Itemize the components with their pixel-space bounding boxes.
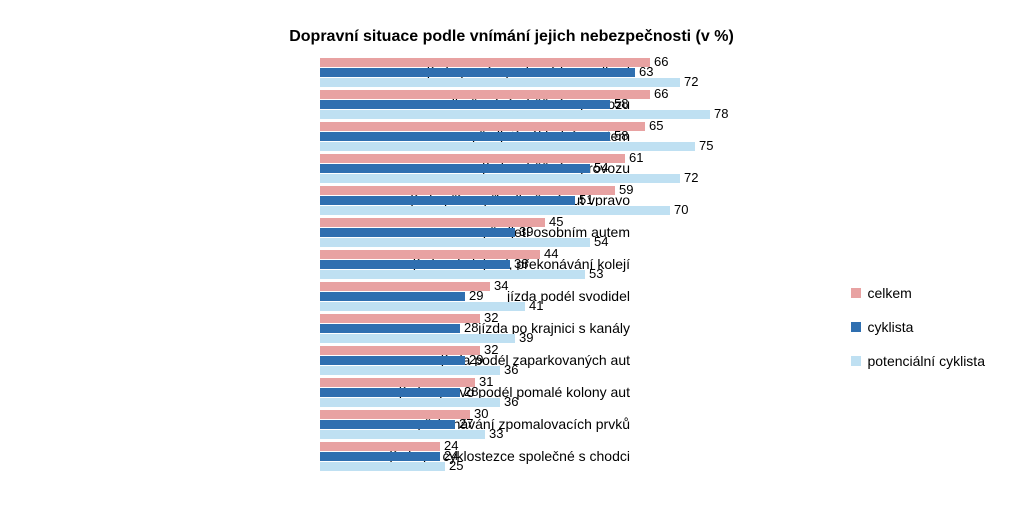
bar-cyklista: [320, 260, 510, 269]
chart-category-row: předjetí osobním autem453954: [320, 216, 823, 248]
bar-cyklista: [320, 292, 465, 301]
bar-value-label: 31: [479, 374, 493, 389]
bars-group: 302733: [320, 408, 823, 440]
bar-celkem: [320, 186, 615, 195]
chart-category-row: předjetí nákladním autem655875: [320, 120, 823, 152]
chart-category-row: jízda po vícepruhové komunikaci666372: [320, 56, 823, 88]
chart-category-row: jízda přímo při odbočení aut vpravo59517…: [320, 184, 823, 216]
bars-group: 665878: [320, 88, 823, 120]
bar-potencialni: [320, 270, 585, 279]
bar-value-label: 39: [519, 330, 533, 345]
bar-value-label: 61: [629, 150, 643, 165]
bar-value-label: 30: [474, 406, 488, 421]
bar-value-label: 32: [484, 342, 498, 357]
bar-cyklista: [320, 164, 590, 173]
bar-cyklista: [320, 452, 440, 461]
bar-value-label: 65: [649, 118, 663, 133]
bar-value-label: 36: [504, 394, 518, 409]
bar-celkem: [320, 122, 645, 131]
bar-value-label: 41: [529, 298, 543, 313]
bars-group: 595170: [320, 184, 823, 216]
chart-category-row: jízda vpravo podél pomalé kolony aut3128…: [320, 376, 823, 408]
legend-label: potenciální cyklista: [867, 353, 985, 369]
bars-group: 312836: [320, 376, 823, 408]
legend-swatch: [851, 356, 861, 366]
bar-potencialni: [320, 430, 485, 439]
bar-cyklista: [320, 100, 610, 109]
chart-category-row: překonávání zpomalovacích prvků302733: [320, 408, 823, 440]
bar-celkem: [320, 410, 470, 419]
bar-celkem: [320, 282, 490, 291]
bar-celkem: [320, 378, 475, 387]
legend-item-cyklista: cyklista: [851, 319, 985, 335]
bars-group: 322936: [320, 344, 823, 376]
bar-value-label: 72: [684, 170, 698, 185]
bars-group: 453954: [320, 216, 823, 248]
bar-value-label: 78: [714, 106, 728, 121]
legend-swatch: [851, 322, 861, 332]
bar-value-label: 66: [654, 86, 668, 101]
bar-value-label: 25: [449, 458, 463, 473]
bar-value-label: 36: [504, 362, 518, 377]
bar-value-label: 59: [619, 182, 633, 197]
bar-value-label: 66: [654, 54, 668, 69]
bar-cyklista: [320, 228, 515, 237]
bar-value-label: 53: [589, 266, 603, 281]
chart-category-row: jízda v běžném provozu615472: [320, 152, 823, 184]
bar-potencialni: [320, 366, 500, 375]
bars-group: 342941: [320, 280, 823, 312]
bar-cyklista: [320, 68, 635, 77]
bars-group: 322839: [320, 312, 823, 344]
bar-value-label: 33: [489, 426, 503, 441]
bar-celkem: [320, 346, 480, 355]
bar-cyklista: [320, 132, 610, 141]
bar-cyklista: [320, 324, 460, 333]
legend-item-celkem: celkem: [851, 285, 985, 301]
bar-celkem: [320, 250, 540, 259]
chart-title: Dopravní situace podle vnímání jejich ne…: [0, 0, 1023, 56]
bar-celkem: [320, 90, 650, 99]
bar-celkem: [320, 314, 480, 323]
chart-category-row: jízda podél svodidel342941: [320, 280, 823, 312]
legend-label: cyklista: [867, 319, 913, 335]
bar-potencialni: [320, 206, 670, 215]
bar-value-label: 34: [494, 278, 508, 293]
bars-group: 615472: [320, 152, 823, 184]
bar-cyklista: [320, 420, 455, 429]
bar-celkem: [320, 154, 625, 163]
bar-value-label: 75: [699, 138, 713, 153]
bars-group: 242425: [320, 440, 823, 472]
bar-celkem: [320, 58, 650, 67]
legend-swatch: [851, 288, 861, 298]
chart-category-row: odbočování v běžném provozu665878: [320, 88, 823, 120]
bar-potencialni: [320, 78, 680, 87]
bars-group: 443853: [320, 248, 823, 280]
legend-label: celkem: [867, 285, 911, 301]
legend-item-potencialni: potenciální cyklista: [851, 353, 985, 369]
bar-value-label: 72: [684, 74, 698, 89]
bar-value-label: 54: [594, 234, 608, 249]
bar-cyklista: [320, 356, 465, 365]
bar-celkem: [320, 442, 440, 451]
bar-value-label: 70: [674, 202, 688, 217]
bar-cyklista: [320, 196, 575, 205]
chart-category-row: jízda po krajnici s kanály322839: [320, 312, 823, 344]
bar-value-label: 44: [544, 246, 558, 261]
bar-cyklista: [320, 388, 460, 397]
bars-group: 666372: [320, 56, 823, 88]
chart-category-row: jízda s kolejemi, překonávání kolejí4438…: [320, 248, 823, 280]
bar-value-label: 45: [549, 214, 563, 229]
chart-legend: celkem cyklista potenciální cyklista: [851, 285, 985, 387]
bar-potencialni: [320, 398, 500, 407]
chart-plot-area: jízda po vícepruhové komunikaci666372odb…: [0, 56, 1023, 472]
chart-category-row: jízda podél zaparkovaných aut322936: [320, 344, 823, 376]
bar-value-label: 32: [484, 310, 498, 325]
bars-group: 655875: [320, 120, 823, 152]
bar-celkem: [320, 218, 545, 227]
chart-category-row: jízda po cyklostezce společné s chodci24…: [320, 440, 823, 472]
bar-potencialni: [320, 462, 445, 471]
